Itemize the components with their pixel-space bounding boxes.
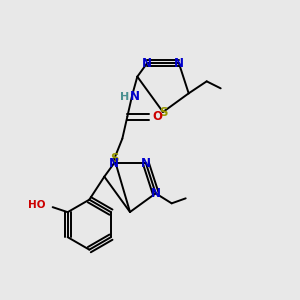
Text: H: H xyxy=(120,92,129,102)
Text: N: N xyxy=(130,90,140,103)
Text: S: S xyxy=(159,106,167,118)
Text: O: O xyxy=(152,110,162,123)
Text: N: N xyxy=(142,57,152,70)
Text: N: N xyxy=(151,187,161,200)
Text: N: N xyxy=(174,57,184,70)
Text: N: N xyxy=(141,157,151,170)
Text: S: S xyxy=(110,152,118,165)
Text: N: N xyxy=(109,157,119,170)
Text: HO: HO xyxy=(28,200,46,210)
